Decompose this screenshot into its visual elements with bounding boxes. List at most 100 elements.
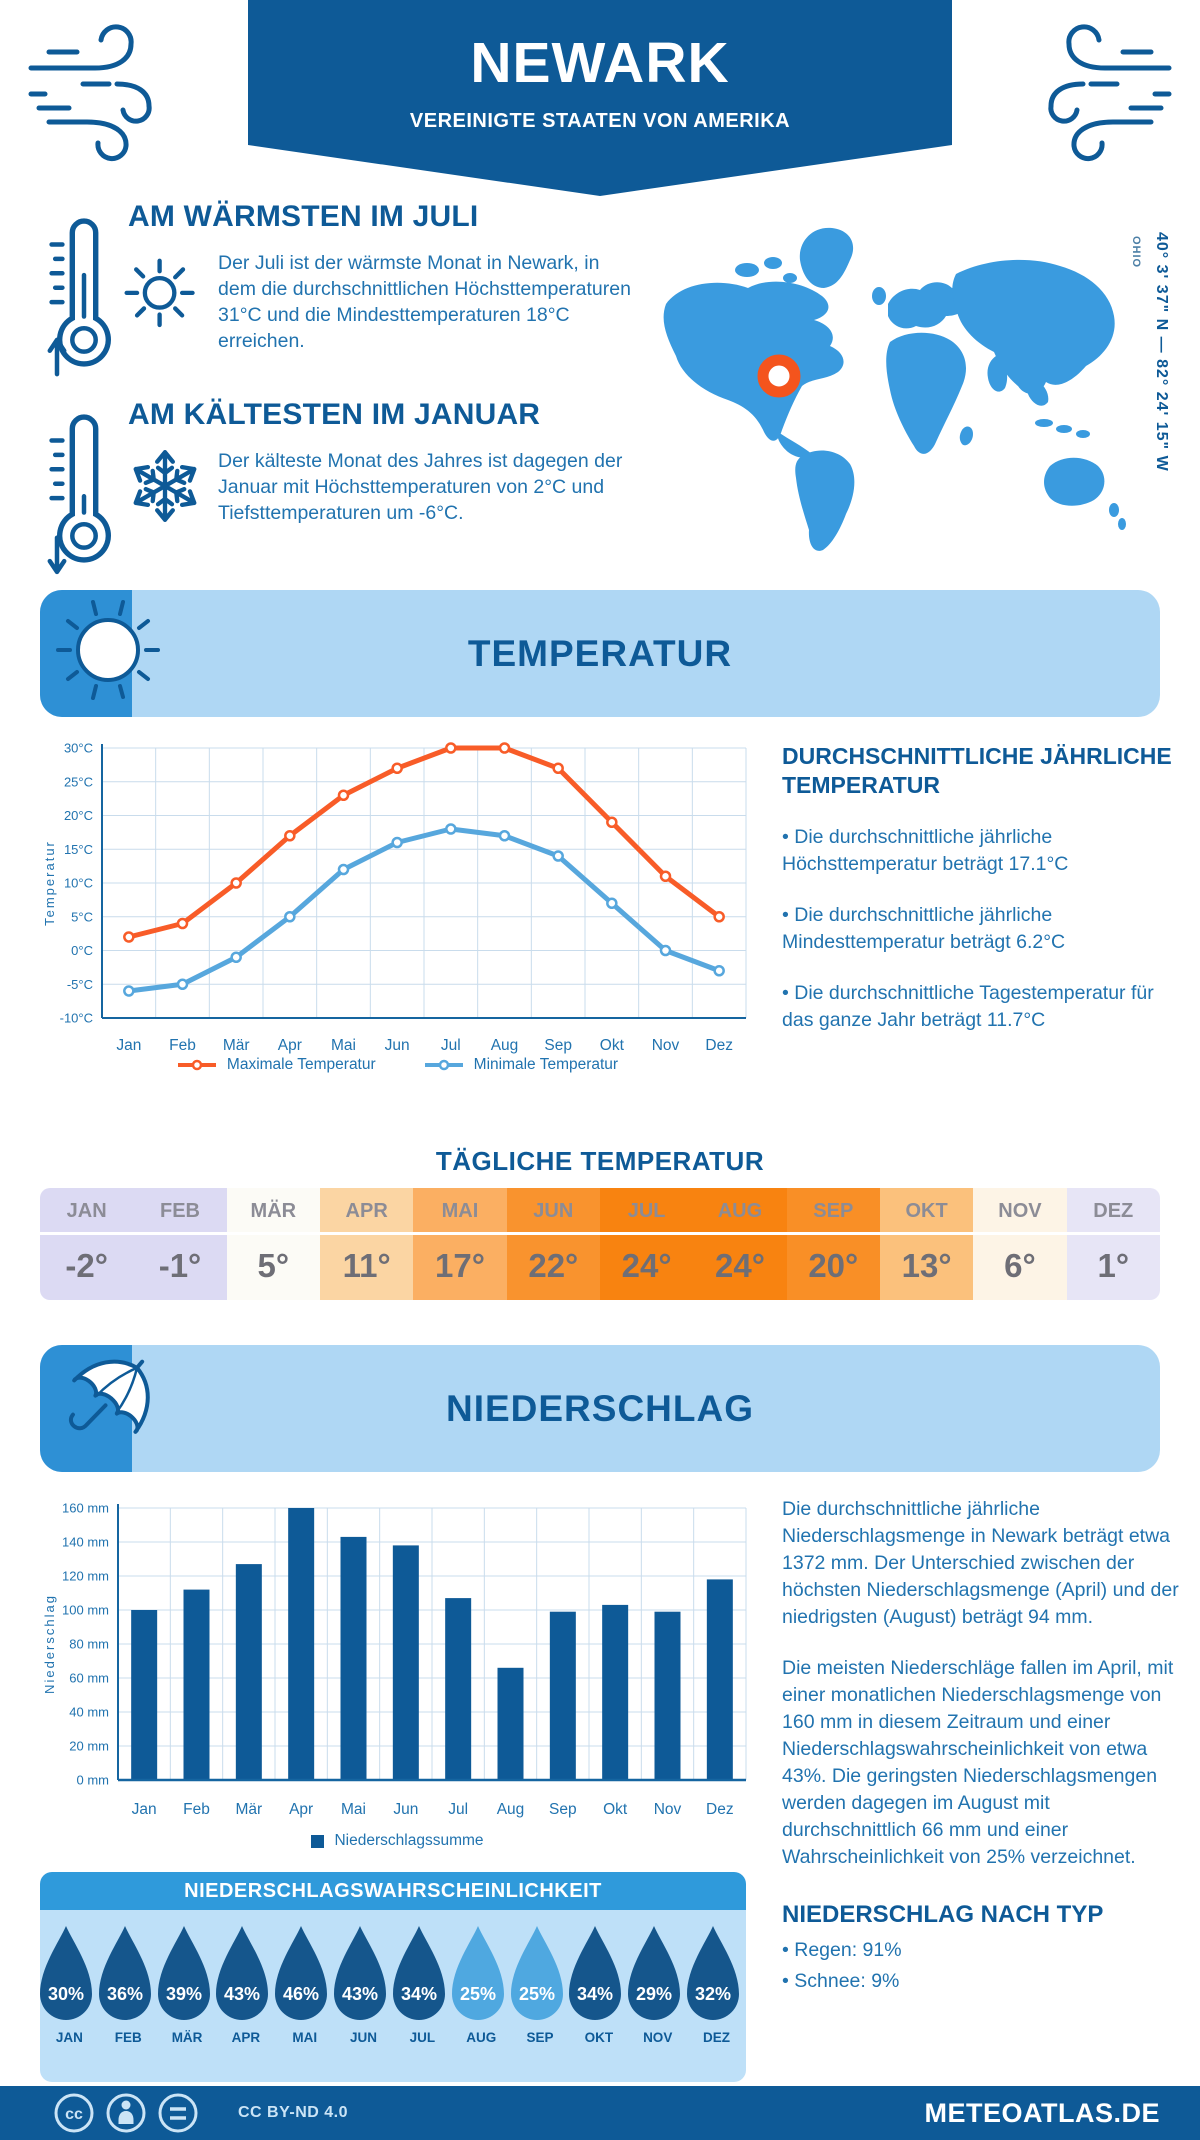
month-label: SEP (786, 1188, 880, 1235)
central-america (777, 432, 812, 458)
annual-temp-bullet: • Die durchschnittliche Tagestemperatur … (782, 982, 1154, 1031)
svg-text:Sep: Sep (544, 1037, 572, 1054)
daily-temp-column-mär: MÄR 5° (226, 1188, 320, 1300)
probability-value: 43% (224, 1984, 260, 2004)
month-label: AUG (693, 1188, 787, 1235)
africa (886, 332, 966, 454)
bar-nov (654, 1611, 681, 1780)
precipitation-type-rain: • Regen: 91% (782, 1939, 902, 1961)
svg-text:15°C: 15°C (64, 842, 93, 857)
probability-month-label: FEB (114, 2030, 142, 2045)
svg-text:40 mm: 40 mm (69, 1705, 109, 1720)
legend-square-swatch (311, 1834, 325, 1848)
precipitation-type-snow: • Schnee: 9% (782, 1970, 900, 1992)
daily-temp-column-jan: JAN -2° (40, 1188, 134, 1300)
daily-temp-column-dez: DEZ 1° (1066, 1188, 1160, 1300)
month-label: JUN (506, 1188, 600, 1235)
svg-text:120 mm: 120 mm (62, 1569, 109, 1584)
north-america (663, 281, 844, 441)
legend-label: Minimale Temperatur (473, 1056, 619, 1073)
madagascar (959, 426, 973, 446)
svg-text:Jul: Jul (441, 1037, 461, 1054)
svg-text:Nov: Nov (652, 1037, 680, 1054)
probability-month-label: AUG (466, 2030, 497, 2045)
probability-slot-nov: 29% NOV (628, 1924, 687, 2045)
svg-text:Sep: Sep (549, 1801, 577, 1818)
no-derivatives-icon (158, 2093, 198, 2133)
month-label: MAI (413, 1188, 507, 1235)
raindrop-icon: 39% (157, 1926, 210, 2020)
probability-month-label: DEZ (703, 2030, 731, 2045)
month-label: NOV (973, 1188, 1067, 1235)
probability-slot-dez: 32% DEZ (687, 1924, 746, 2045)
cc-icon (54, 2093, 94, 2133)
probability-value: 25% (519, 1984, 555, 2004)
footer: cc CC BY-ND 4.0 METEOATLAS.DE (0, 2086, 1200, 2140)
temp-value: 5° (257, 1247, 290, 1284)
south-america (795, 450, 855, 551)
probability-slot-feb: 36% FEB (98, 1924, 158, 2045)
svg-text:30°C: 30°C (64, 741, 93, 756)
temp-value: 22° (528, 1247, 579, 1284)
probability-value: 34% (577, 1984, 613, 2004)
legend-label: Maximale Temperatur (226, 1056, 376, 1073)
raindrop-icon: 46% (275, 1926, 328, 2020)
svg-text:Okt: Okt (600, 1037, 625, 1054)
temp-value: 13° (901, 1247, 952, 1284)
month-label: OKT (879, 1188, 974, 1235)
daily-temp-column-apr: APR 11° (319, 1188, 414, 1300)
daily-temp-column-nov: NOV 6° (973, 1188, 1067, 1300)
warmest-title: AM WÄRMSTEN IM JULI (128, 200, 479, 233)
raindrop-icon: 25% (510, 1926, 563, 2020)
svg-text:20°C: 20°C (64, 808, 93, 823)
svg-text:Jan: Jan (116, 1037, 141, 1054)
annual-temp-bullet: • Die durchschnittliche jährliche Höchst… (782, 826, 1069, 875)
svg-text:-5°C: -5°C (67, 977, 93, 992)
map-region-label: OHIO (1130, 236, 1142, 269)
temperature-line-chart: -10°C -5°C 0°C 5°C 10°C 15°C 20°C 25°C 30°C Jan Fe… (42, 741, 747, 1054)
probability-month-label: APR (231, 2030, 261, 2045)
temp-value: 24° (621, 1247, 672, 1284)
probability-month-label: NOV (643, 2030, 673, 2045)
probability-month-label: JUN (350, 2030, 378, 2045)
probability-value: 46% (283, 1984, 319, 2004)
svg-text:Apr: Apr (278, 1037, 302, 1054)
asia (952, 259, 1115, 394)
probability-value: 34% (401, 1984, 437, 2004)
temp-value: 24° (715, 1247, 765, 1284)
legend-item: Minimale Temperatur (424, 1056, 618, 1074)
probability-month-label: MAI (292, 2030, 318, 2045)
europe (888, 282, 969, 329)
svg-text:Dez: Dez (705, 1037, 733, 1054)
probability-value: 25% (460, 1984, 496, 2004)
precipitation-paragraph-1: Die durchschnittliche jährliche Niedersc… (782, 1498, 1179, 1628)
raindrop-icon: 25% (451, 1926, 504, 2020)
bar-mär (235, 1564, 262, 1780)
annual-temp-bullet: • Die durchschnittliche jährliche Mindes… (782, 904, 1066, 953)
svg-text:Jul: Jul (448, 1801, 468, 1818)
svg-text:Feb: Feb (169, 1037, 196, 1054)
daily-temp-column-jul: JUL 24° (599, 1188, 694, 1300)
probability-slot-jan: 30% JAN (40, 1924, 99, 2045)
raindrop-icon: 30% (40, 1926, 92, 2020)
raindrop-icon: 36% (98, 1926, 151, 2020)
svg-text:Temperatur: Temperatur (42, 840, 57, 926)
precipitation-by-type-title: NIEDERSCHLAG NACH TYP (782, 1901, 1104, 1928)
svg-text:60 mm: 60 mm (69, 1671, 109, 1686)
svg-text:0°C: 0°C (71, 943, 93, 958)
world-map (663, 227, 1126, 551)
india (987, 356, 1008, 392)
map-coordinates: 40° 3' 37" N — 82° 24' 15" W (1153, 232, 1170, 472)
svg-text:Feb: Feb (183, 1801, 210, 1818)
probability-slot-okt: 34% OKT (569, 1924, 628, 2045)
probability-slot-jun: 43% JUN (334, 1924, 393, 2045)
daily-temp-column-jun: JUN 22° (506, 1188, 600, 1300)
daily-temp-column-okt: OKT 13° (879, 1188, 974, 1300)
svg-text:Mai: Mai (341, 1801, 366, 1818)
temp-value: -2° (65, 1247, 108, 1284)
svg-text:Nov: Nov (654, 1801, 682, 1818)
raindrop-icon: 43% (216, 1926, 269, 2020)
svg-text:Niederschlag: Niederschlag (42, 1594, 57, 1694)
svg-text:0 mm: 0 mm (77, 1773, 110, 1788)
probability-month-label: OKT (584, 2030, 614, 2045)
